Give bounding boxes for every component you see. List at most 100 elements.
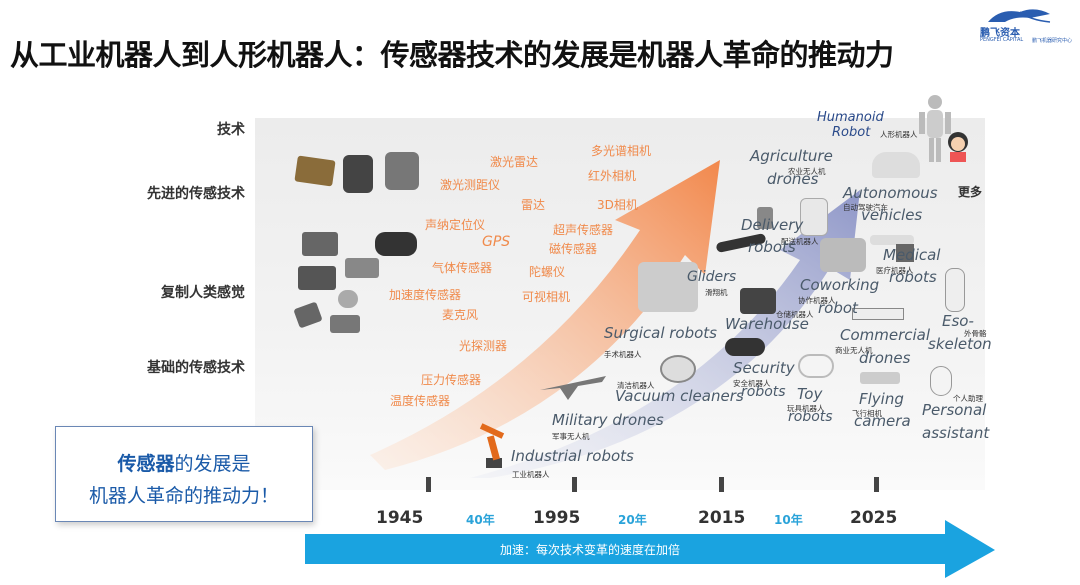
vacuum-cn: 清洁机器人 xyxy=(617,381,655,390)
toy-cn: 玩具机器人 xyxy=(787,404,825,413)
sensor-temp: 温度传感器 xyxy=(390,394,451,408)
flying-camera-image xyxy=(860,372,900,384)
y-axis-header: 技术 xyxy=(217,122,245,138)
security-label-2: robots xyxy=(741,384,786,400)
cmos-sensor-image xyxy=(294,155,336,187)
autonomous-label-2: vehicles xyxy=(861,206,923,224)
gps-module-image xyxy=(302,232,338,256)
toy-robot-image xyxy=(798,354,834,378)
toy-label-1: Toy xyxy=(797,385,823,403)
tick-2025 xyxy=(874,477,879,492)
industrial-label: Industrial robots xyxy=(511,447,634,465)
assistant-cn: 个人助理 xyxy=(953,394,983,403)
callout-bold: 传感器 xyxy=(117,453,175,475)
autonomous-car-image xyxy=(872,152,920,178)
gliders-cn: 滑翔机 xyxy=(705,288,728,297)
industrial-robot-image xyxy=(479,423,505,468)
lidar-sensor-image xyxy=(343,155,373,193)
military-drone-image xyxy=(540,376,606,400)
security-robot-image xyxy=(725,338,765,356)
tick-1995 xyxy=(572,477,577,492)
sensor-gas: 气体传感器 xyxy=(432,261,493,275)
exo-cn: 外骨骼 xyxy=(964,329,987,338)
sensor-gps: GPS xyxy=(482,234,511,250)
temp-chip-image xyxy=(330,315,360,333)
exo-label-2: skeleton xyxy=(928,335,992,353)
delivery-label-1: Delivery xyxy=(741,216,804,234)
flying-label-1: Flying xyxy=(859,390,904,408)
y-label-basic: 基础的传感技术 xyxy=(147,360,245,376)
callout-rest: 的发展是 xyxy=(174,453,251,475)
sensor-radar: 雷达 xyxy=(521,198,546,212)
sensor-infrared: 红外相机 xyxy=(588,169,637,183)
delivery-cn: 配送机器人 xyxy=(781,237,819,246)
humanoid-robot-image xyxy=(919,95,951,162)
flying-label-2: camera xyxy=(854,412,911,430)
humanoid-label-1: Humanoid xyxy=(817,110,884,125)
military-cn: 军事无人机 xyxy=(552,432,590,441)
logo-name: 鹏飞资本 xyxy=(980,28,1020,39)
medical-robot-image xyxy=(896,244,914,262)
commercial-drone-image xyxy=(852,308,904,320)
medical-cn: 医疗机器人 xyxy=(876,266,914,275)
sensor-magnetic: 磁传感器 xyxy=(549,242,598,256)
medical-label-2: robots xyxy=(889,268,937,286)
warehouse-robot-image xyxy=(740,288,776,314)
medical-drone-image xyxy=(870,235,914,245)
sensor-visual: 可视相机 xyxy=(522,290,571,304)
agriculture-label-1: Agriculture xyxy=(750,147,833,165)
commercial-label-1: Commercial xyxy=(840,326,931,344)
medical-label-1: Medical xyxy=(883,246,941,264)
surgical-cn: 手术机器人 xyxy=(604,350,642,359)
sensor-gyro: 陀螺仪 xyxy=(529,265,566,279)
vacuum-label: Vacuum cleaners xyxy=(615,387,744,405)
year-1945: 1945 xyxy=(376,508,424,528)
sensor-sonar: 声纳定位仪 xyxy=(425,218,486,232)
camera-module-image xyxy=(385,152,419,190)
tick-1945 xyxy=(426,477,431,492)
page-title: 从工业机器人到人形机器人：传感器技术的发展是机器人革命的推动力 xyxy=(10,38,894,72)
assistant-label-2: assistant xyxy=(922,424,990,442)
assistant-label-1: Personal xyxy=(922,401,987,419)
callout-box: 传感器的发展是 机器人革命的推动力！ xyxy=(55,426,313,522)
humanoid-cn: 人形机器人 xyxy=(880,130,918,139)
mic-sensor-image xyxy=(338,290,358,308)
coworking-cn: 协作机器人 xyxy=(798,296,836,305)
sensor-board-image xyxy=(298,266,336,290)
logo-research: 鹏飞机器研究中心 xyxy=(1032,38,1073,44)
delivery-robot-image-2 xyxy=(800,198,828,236)
sensor-laser-range: 激光测距仪 xyxy=(440,178,501,192)
flying-cn: 飞行相机 xyxy=(852,409,882,418)
sensor-laser-radar: 激光雷达 xyxy=(490,155,539,169)
y-label-replicate: 复制人类感觉 xyxy=(161,285,245,301)
autonomous-label-1: Autonomous xyxy=(843,184,938,202)
vacuum-cleaner-image xyxy=(660,355,696,383)
sensor-light: 光探测器 xyxy=(459,339,508,353)
year-2015: 2015 xyxy=(698,508,746,528)
callout-line2: 机器人革命的推动力！ xyxy=(88,485,279,507)
gap-20: 20年 xyxy=(618,513,647,527)
sensor-accel: 加速度传感器 xyxy=(389,288,462,302)
gliders-label: Gliders xyxy=(687,269,737,285)
lens-camera-image xyxy=(375,232,417,256)
acceleration-text: 加速：每次技术变革的速度在加倍 xyxy=(500,543,681,557)
sensor-mic: 麦克风 xyxy=(442,308,479,322)
orange-growth-arrow xyxy=(370,160,720,470)
commercial-label-2: drones xyxy=(859,349,911,367)
horse-logo-icon xyxy=(988,9,1051,23)
blue-growth-arrow xyxy=(470,190,860,478)
year-2025: 2025 xyxy=(850,508,898,528)
company-logo: 鹏飞资本 PENGFEI CAPITAL 鹏飞机器研究中心 xyxy=(980,6,1075,46)
surgical-label: Surgical robots xyxy=(604,324,717,342)
security-label-1: Security xyxy=(733,359,795,377)
coworking-robot-image xyxy=(820,238,866,272)
commercial-cn: 商业无人机 xyxy=(835,346,873,355)
gap-10: 10年 xyxy=(774,513,803,527)
exo-label-1: Eso- xyxy=(942,312,974,330)
agriculture-label-2: drones xyxy=(767,170,819,188)
delivery-robot-image-1 xyxy=(757,207,773,229)
sensor-ultrasonic: 超声传感器 xyxy=(553,223,614,237)
surgical-robot-image xyxy=(638,262,698,312)
sensor-3d-camera: 3D相机 xyxy=(597,198,638,212)
